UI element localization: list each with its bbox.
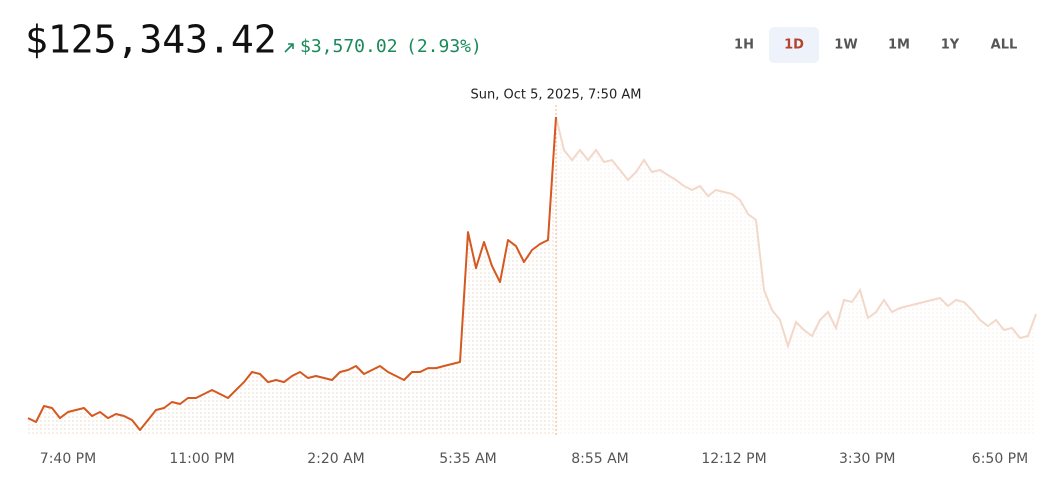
range-button[interactable]: ALL bbox=[991, 38, 1018, 53]
range-button[interactable]: 1Y bbox=[941, 38, 960, 53]
change-percent: (2.93%) bbox=[406, 36, 482, 57]
x-tick-label: 11:00 PM bbox=[169, 451, 234, 467]
x-tick-label: 3:30 PM bbox=[839, 451, 895, 467]
range-button[interactable]: 1D bbox=[784, 38, 804, 53]
x-tick-label: 6:50 PM bbox=[972, 451, 1028, 467]
price-line bbox=[27, 116, 557, 431]
x-tick-label: 8:55 AM bbox=[571, 451, 629, 467]
plot: Sun, Oct 5, 2025, 7:50 AM 7:40 PM 11:00 PM… bbox=[27, 88, 1037, 467]
x-tick-label: 7:40 PM bbox=[40, 451, 96, 467]
price: $125,343.42 bbox=[25, 18, 277, 62]
range-button[interactable]: 1W bbox=[834, 38, 857, 53]
x-tick-label: 5:35 AM bbox=[439, 451, 497, 467]
x-tick-label: 2:20 AM bbox=[307, 451, 365, 467]
selected-bg bbox=[769, 27, 819, 63]
range-button[interactable]: 1M bbox=[888, 38, 910, 53]
price-line-faded bbox=[555, 116, 1037, 350]
x-tick-label: 12:12 PM bbox=[701, 451, 766, 467]
range-button[interactable]: 1H bbox=[734, 38, 754, 53]
range-buttons: 1H 1D 1W 1M 1Y ALL bbox=[734, 27, 1017, 63]
arrow-icon bbox=[284, 43, 294, 53]
area-fill-faded bbox=[556, 117, 1036, 435]
tooltip: Sun, Oct 5, 2025, 7:50 AM bbox=[471, 88, 642, 103]
change: $3,570.02 bbox=[300, 36, 398, 57]
area-fill bbox=[28, 117, 556, 435]
